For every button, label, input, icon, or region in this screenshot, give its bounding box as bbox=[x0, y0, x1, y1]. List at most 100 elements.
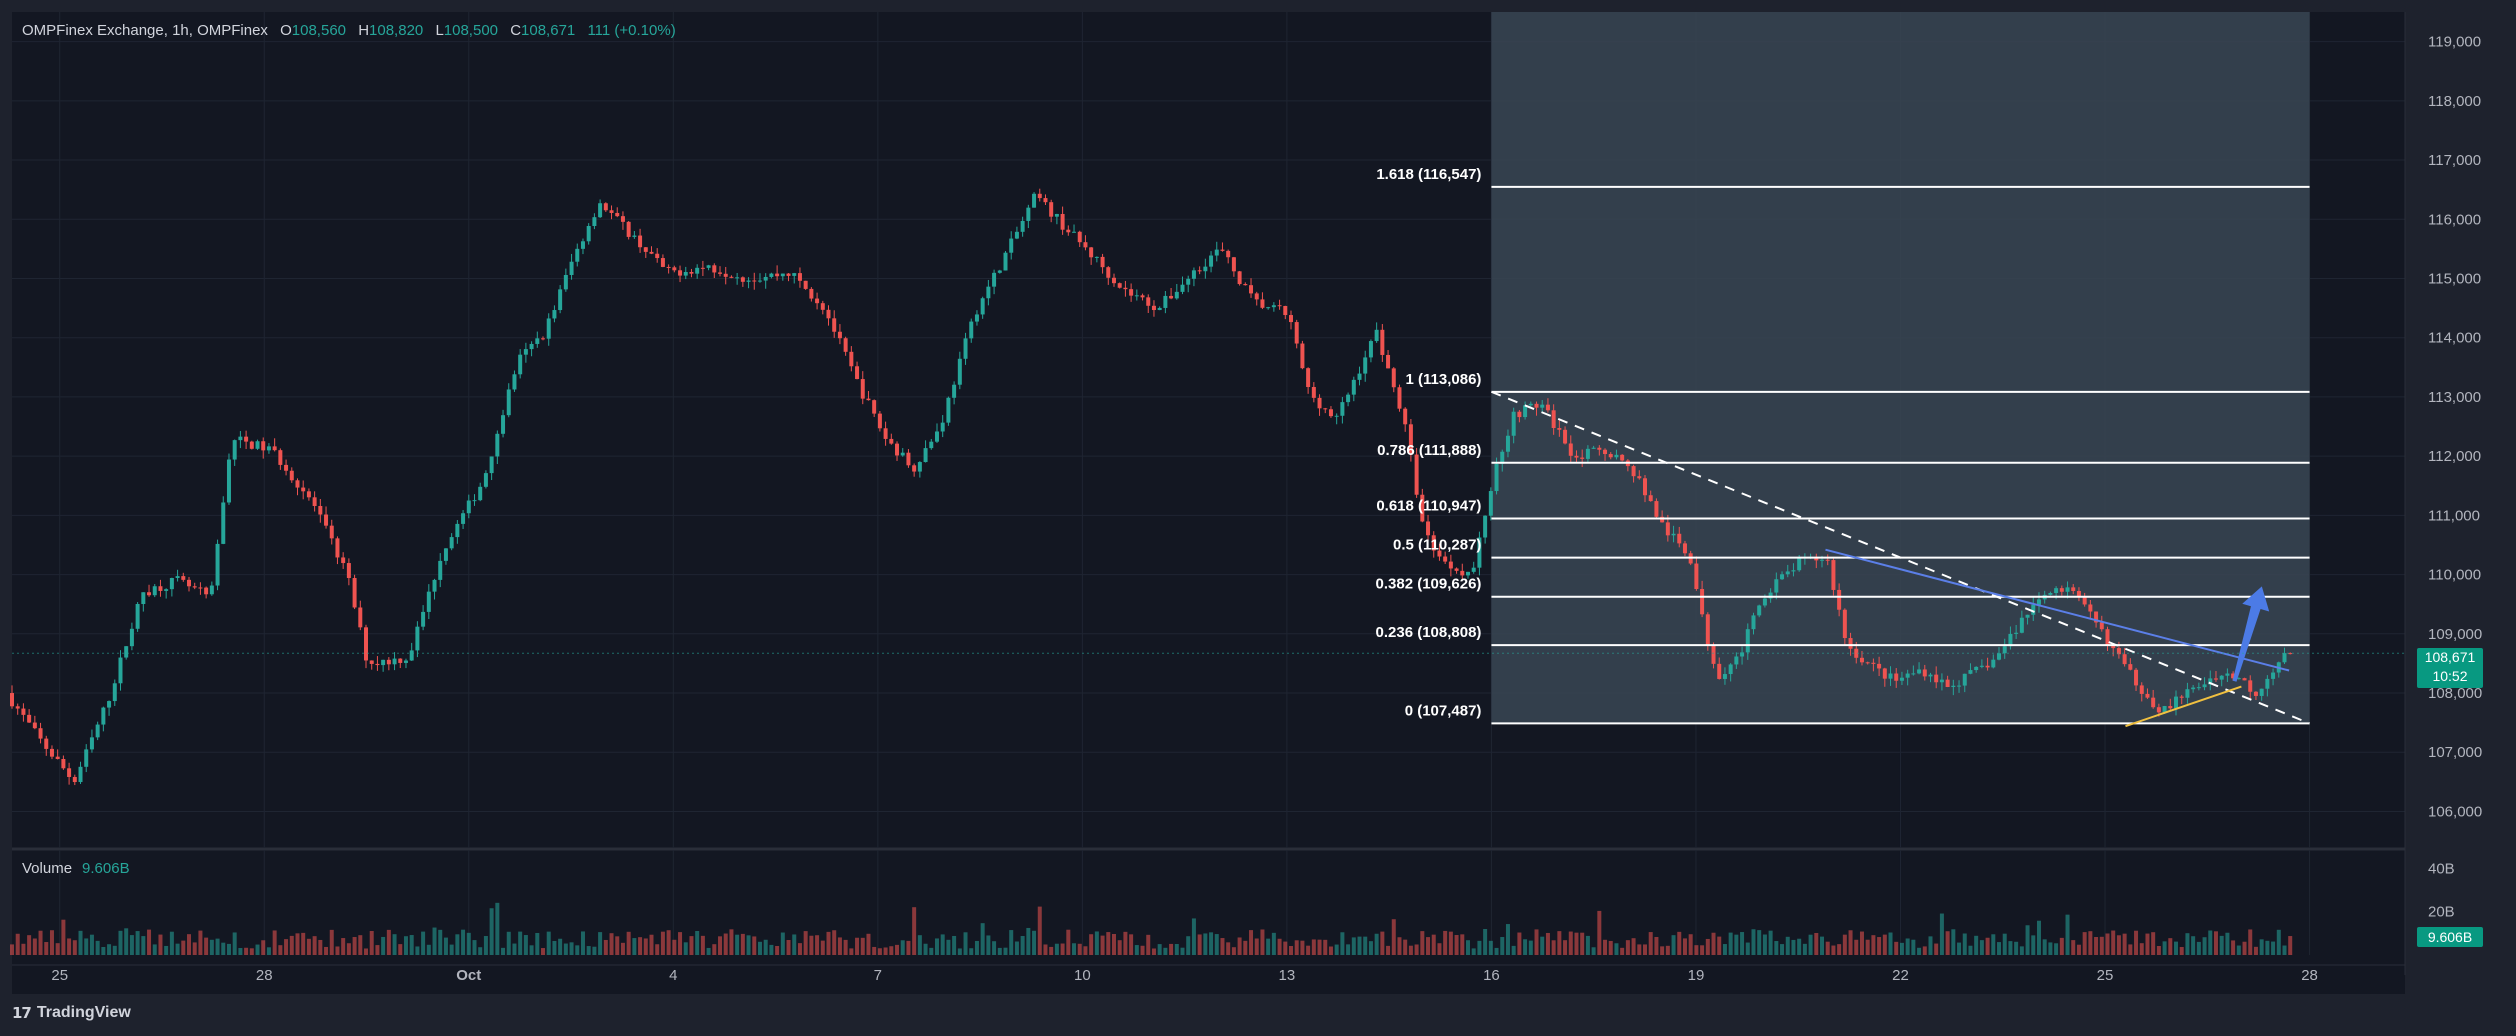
candle-body bbox=[763, 276, 768, 281]
volume-bar bbox=[369, 930, 374, 955]
candle-body bbox=[1437, 550, 1442, 557]
volume-bar bbox=[946, 939, 951, 955]
volume-bar bbox=[2076, 944, 2081, 955]
candle-body bbox=[1882, 668, 1887, 679]
volume-bar bbox=[718, 936, 723, 955]
candle-body bbox=[1968, 670, 1973, 674]
volume-bar bbox=[2156, 946, 2161, 955]
volume-bar bbox=[278, 945, 283, 955]
candle-body bbox=[1951, 685, 1956, 688]
volume-bar bbox=[1785, 936, 1790, 955]
volume-bar bbox=[615, 936, 620, 955]
candle-body bbox=[552, 310, 557, 319]
fib-label-0-236: 0.236 (108,808) bbox=[1376, 624, 1482, 641]
volume-bar bbox=[1991, 934, 1996, 955]
volume-bar bbox=[301, 932, 306, 955]
candle-body bbox=[700, 267, 705, 269]
volume-bar bbox=[192, 942, 197, 955]
candle-body bbox=[1888, 673, 1893, 679]
candle-body bbox=[329, 525, 334, 539]
volume-bar bbox=[1625, 940, 1630, 955]
candle-body bbox=[2025, 614, 2030, 618]
candle-body bbox=[209, 585, 214, 595]
candle-body bbox=[1032, 193, 1037, 208]
candle-body bbox=[318, 506, 323, 515]
time-tick-label: 25 bbox=[2097, 967, 2114, 984]
candle-body bbox=[1317, 397, 1322, 409]
volume-bar bbox=[923, 943, 928, 955]
candle-body bbox=[61, 758, 66, 769]
candle-body bbox=[518, 354, 523, 375]
candle-body bbox=[129, 628, 134, 647]
volume-tick-label: 20B bbox=[2428, 904, 2455, 921]
volume-bar bbox=[1722, 944, 1727, 955]
volume-bar bbox=[1974, 935, 1979, 955]
candle-body bbox=[1488, 491, 1493, 516]
current-price: 108,671 bbox=[2424, 649, 2476, 665]
volume-bar bbox=[1454, 934, 1459, 955]
candle-body bbox=[963, 338, 968, 359]
volume-bar bbox=[1523, 939, 1528, 955]
candle-body bbox=[1306, 368, 1311, 388]
volume-bar bbox=[209, 939, 214, 955]
price-axis[interactable]: 106,000 107,000 108,000 109,000 110,000 111,0… bbox=[2404, 12, 2482, 975]
volume-bar bbox=[295, 933, 300, 955]
volume-bar bbox=[1374, 933, 1379, 955]
volume-bar bbox=[95, 940, 100, 955]
candle-body bbox=[1962, 673, 1967, 686]
volume-bar bbox=[495, 902, 500, 955]
candle-body bbox=[877, 413, 882, 429]
drawings[interactable] bbox=[12, 185, 2405, 728]
volume-bar bbox=[1014, 941, 1019, 955]
volume-bar bbox=[1100, 935, 1105, 955]
volume-bar bbox=[415, 946, 420, 955]
volume-bar bbox=[2231, 940, 2236, 955]
volume-bar bbox=[957, 948, 962, 955]
candle-body bbox=[957, 358, 962, 385]
volume-bar bbox=[2174, 941, 2179, 955]
volume-bar bbox=[849, 948, 854, 955]
candle-body bbox=[1694, 563, 1699, 590]
volume-bar bbox=[2019, 946, 2024, 955]
high-label: H bbox=[358, 22, 370, 39]
volume-bar bbox=[929, 947, 934, 955]
candle-body bbox=[1471, 567, 1476, 572]
time-tick-label: 28 bbox=[2301, 967, 2318, 984]
candle-body bbox=[2122, 654, 2127, 665]
volume-bar bbox=[1648, 932, 1653, 955]
candle-body bbox=[2253, 691, 2258, 696]
volume-bar bbox=[1174, 943, 1179, 955]
volume-bar bbox=[2054, 943, 2059, 955]
candle-body bbox=[1083, 242, 1088, 248]
candle-body bbox=[89, 737, 94, 750]
time-axis[interactable]: 2528Oct4710131619222528Nov47101316192225… bbox=[12, 964, 2516, 984]
candle-body bbox=[1591, 447, 1596, 449]
candle-body bbox=[2168, 706, 2173, 709]
candle-body bbox=[72, 776, 77, 783]
volume-bar bbox=[974, 940, 979, 955]
volume-bar bbox=[1448, 931, 1453, 955]
volume-bar bbox=[1437, 943, 1442, 955]
volume-bar bbox=[666, 930, 671, 955]
price-tick-label: 114,000 bbox=[2428, 330, 2481, 347]
candle-body bbox=[15, 706, 20, 709]
volume-bar bbox=[632, 938, 637, 955]
volume-bar bbox=[786, 940, 791, 955]
candle-body bbox=[855, 366, 860, 380]
price-tick-label: 111,000 bbox=[2428, 507, 2480, 524]
candle-body bbox=[969, 321, 974, 339]
volume-bar bbox=[2014, 941, 2019, 955]
volume-bar bbox=[1917, 947, 1922, 955]
candle-body bbox=[1934, 674, 1939, 683]
high-value: 108,820 bbox=[369, 22, 424, 39]
close-value: 108,671 bbox=[521, 22, 576, 39]
candle-body bbox=[49, 748, 54, 757]
candle-body bbox=[169, 578, 174, 590]
candle-body bbox=[364, 627, 369, 661]
volume-bar bbox=[1945, 931, 1950, 955]
candle-body bbox=[352, 578, 357, 608]
tradingview-brand[interactable]: 𝟭𝟳 TradingView bbox=[12, 1004, 131, 1022]
candle-body bbox=[2116, 648, 2121, 655]
volume-pane bbox=[12, 851, 2405, 994]
